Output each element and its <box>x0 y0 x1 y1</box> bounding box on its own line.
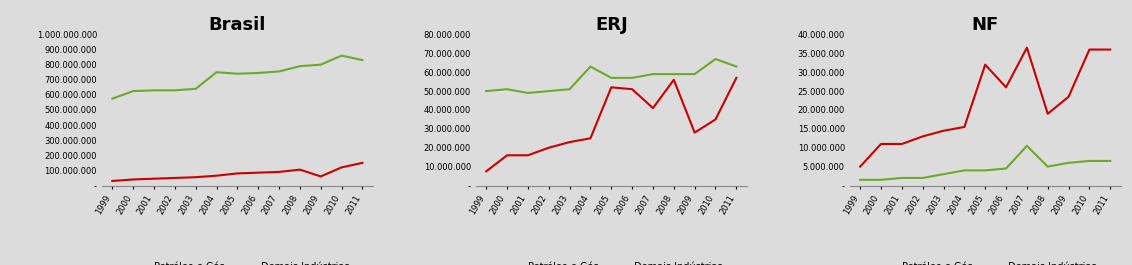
Legend: Petróleo e Gás, Demais Indústrias: Petróleo e Gás, Demais Indústrias <box>869 258 1100 265</box>
Legend: Petróleo e Gás, Demais Indústrias: Petróleo e Gás, Demais Indústrias <box>122 258 353 265</box>
Title: ERJ: ERJ <box>595 16 627 34</box>
Legend: Petróleo e Gás, Demais Indústrias: Petróleo e Gás, Demais Indústrias <box>496 258 727 265</box>
Title: NF: NF <box>971 16 998 34</box>
Title: Brasil: Brasil <box>208 16 266 34</box>
